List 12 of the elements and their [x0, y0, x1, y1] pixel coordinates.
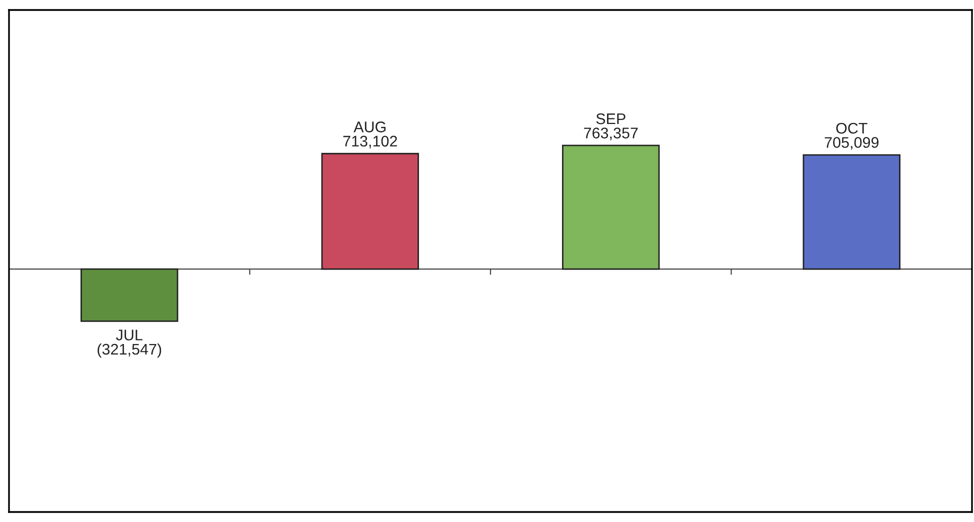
data-label: 713,102: [343, 136, 397, 148]
bar: [802, 154, 900, 270]
x-tick-label: AUG: [354, 122, 386, 132]
x-tick-label: JUL: [116, 330, 142, 340]
data-label: 763,357: [584, 128, 638, 140]
bar: [562, 144, 660, 270]
data-label: 705,099: [824, 137, 879, 150]
bar: [80, 268, 178, 322]
x-tick-label: SEP: [596, 113, 626, 124]
x-tick-label: OCT: [836, 122, 868, 134]
bar: [321, 152, 419, 270]
data-label: (321,547): [98, 343, 162, 358]
